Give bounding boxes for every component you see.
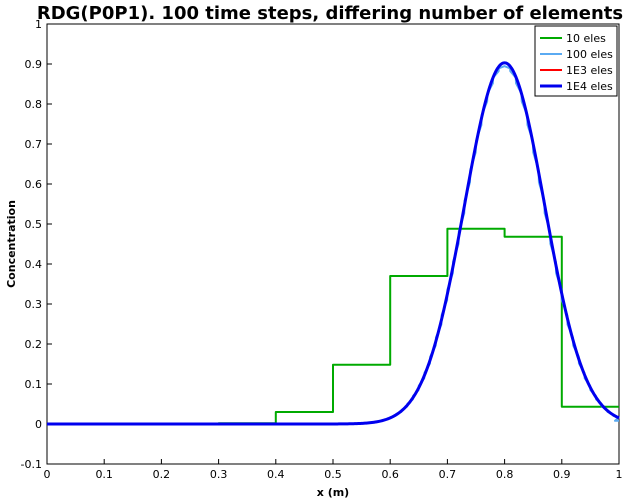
legend-label: 1E4 eles xyxy=(566,80,613,93)
x-tick-label: 0.3 xyxy=(210,468,228,481)
x-tick-label: 1 xyxy=(616,468,623,481)
x-tick-label: 0.9 xyxy=(553,468,571,481)
x-tick-label: 0.2 xyxy=(153,468,171,481)
legend: 10 eles 100 eles 1E3 eles 1E4 eles xyxy=(534,25,618,97)
y-tick-label: 0.9 xyxy=(25,58,43,71)
x-tick-label: 0.6 xyxy=(381,468,399,481)
y-axis: -0.1 0 0.1 0.2 0.3 0.4 0.5 0.6 0.7 0.8 0.9 1 xyxy=(21,18,52,471)
x-tick-label: 0.7 xyxy=(439,468,457,481)
x-tick-label: 0.5 xyxy=(324,468,342,481)
y-tick-label: 0 xyxy=(35,418,42,431)
series-line xyxy=(47,227,619,425)
y-tick-label: 0.5 xyxy=(25,218,43,231)
x-axis: 0 0.1 0.2 0.3 0.4 0.5 0.6 0.7 0.8 0.9 1 xyxy=(44,459,623,481)
x-tick-label: 0 xyxy=(44,468,51,481)
series-line xyxy=(46,61,620,426)
y-tick-label: 0.8 xyxy=(25,98,43,111)
legend-label: 100 eles xyxy=(566,48,613,61)
x-axis-label: x (m) xyxy=(317,486,349,499)
chart-title: RDG(P0P1). 100 time steps, differing num… xyxy=(37,3,623,24)
series-group xyxy=(46,61,620,426)
legend-label: 10 eles xyxy=(566,32,606,45)
y-tick-label: 0.6 xyxy=(25,178,43,191)
y-tick-label: 0.3 xyxy=(25,298,43,311)
y-tick-label: 1 xyxy=(35,18,42,31)
x-tick-label: 0.1 xyxy=(95,468,113,481)
legend-label: 1E3 eles xyxy=(566,64,613,77)
y-axis-label: Concentration xyxy=(5,200,18,288)
y-tick-label: 0.2 xyxy=(25,338,43,351)
y-tick-label: -0.1 xyxy=(21,458,42,471)
y-tick-label: 0.1 xyxy=(25,378,43,391)
x-tick-label: 0.8 xyxy=(496,468,514,481)
y-tick-label: 0.7 xyxy=(25,138,43,151)
y-tick-label: 0.4 xyxy=(25,258,43,271)
x-tick-label: 0.4 xyxy=(267,468,285,481)
